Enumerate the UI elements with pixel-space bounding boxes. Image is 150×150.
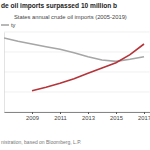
x-axis: 2009 2011 2013 2015 2017 — [5, 112, 150, 121]
x-tick-mark — [144, 112, 145, 114]
y-axis — [4, 33, 6, 113]
grid-line — [4, 52, 150, 53]
legend: ty — [1, 22, 16, 28]
x-tick: 2015 — [110, 112, 123, 121]
x-tick-mark — [88, 112, 89, 114]
x-tick: 2017 — [138, 112, 150, 121]
y-axis-line — [4, 33, 5, 113]
series-line — [32, 44, 144, 91]
source: nistration, based on Bloomberg, L.P. — [1, 139, 81, 145]
grid — [4, 32, 150, 112]
x-tick-mark — [60, 112, 61, 114]
x-tick-mark — [32, 112, 33, 114]
x-tick-mark — [116, 112, 117, 114]
subtitle: States annual crude oil imports (2005-20… — [14, 14, 127, 20]
x-tick-label: 2017 — [138, 115, 150, 121]
x-tick: 2009 — [26, 112, 39, 121]
plot-area — [4, 38, 144, 91]
grid-line — [4, 32, 150, 33]
x-tick-label: 2015 — [110, 115, 123, 121]
x-axis-line — [5, 112, 150, 113]
x-tick-label: 2009 — [26, 115, 39, 121]
grid-line — [4, 92, 150, 93]
x-tick-label: 2011 — [54, 115, 66, 121]
chart: de oil imports surpassed 10 million b Sta… — [0, 0, 150, 150]
x-tick-label: 2013 — [82, 115, 95, 121]
grid-line — [4, 112, 150, 113]
x-tick: 2011 — [54, 112, 66, 121]
x-tick: 2013 — [82, 112, 95, 121]
legend-label: ty — [11, 22, 16, 28]
grid-line — [4, 72, 150, 73]
title: de oil imports surpassed 10 million b — [1, 2, 117, 10]
legend-swatch — [1, 24, 9, 26]
